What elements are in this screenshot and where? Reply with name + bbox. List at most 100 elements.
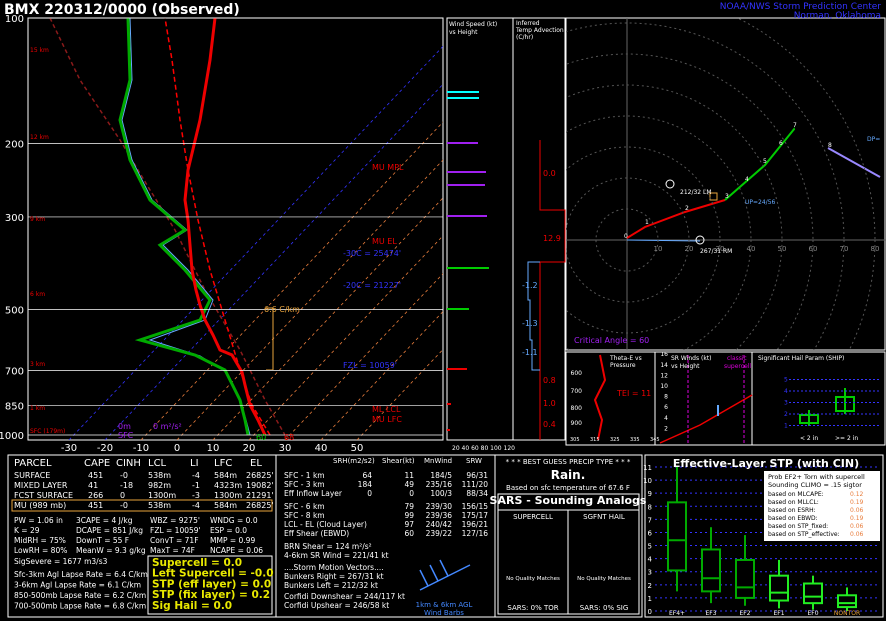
label: SARS: 0% SIG [580,604,629,612]
label: 0 [367,489,372,498]
label: >= 2 in [835,435,858,442]
pressure-label: 1000 [0,431,24,442]
hodo-height: 4 [745,176,749,183]
label: 64 [362,471,372,480]
isotherm [356,348,443,440]
box [667,501,687,572]
pressure-label: 850 [5,402,24,413]
label: * * * BEST GUESS PRECIP TYPE * * * [506,458,631,466]
label: vs Height [449,29,478,36]
label: 239/36 [426,511,453,520]
label: 850-500mb Lapse Rate = 6.2 C/km [14,591,146,600]
label: 1300m [214,491,242,500]
pressure-label: 200 [5,140,24,151]
label: 235/16 [426,480,453,489]
title: BMX 220312/0000 (Observed) [4,2,240,18]
height-label: 1 km [30,405,45,412]
pressure-label: 500 [5,305,24,316]
temp-label: -10 [133,443,149,454]
label: 239/30 [426,502,453,511]
isotherm [140,121,443,440]
pressure-label: 300 [5,213,24,224]
label: UP=24/56 [745,199,776,206]
label: based on MLCAPE: [768,491,824,498]
hodo-ring [566,146,721,334]
label: 7 [648,516,652,524]
label: 0.06 [850,523,864,530]
label: 600 [571,370,583,377]
ring-label: 10 [654,245,663,253]
label: MMP = 0.99 [210,536,255,545]
org: NOAA/NWS Storm Prediction Center [720,2,882,12]
label: SGFNT HAIL [583,513,625,521]
isotherm [284,273,443,440]
label: 4 [664,415,668,422]
label: ConvT = 71F [150,536,199,545]
label: Eff Inflow Layer [284,489,343,498]
label: 4-6km SR Wind = 221/41 kt [284,551,389,560]
label: LCL [148,458,167,469]
label: 21291' [246,491,274,500]
advection-value: -1.1 [522,348,538,357]
label: Shear(kt) [382,457,415,465]
label: LI [190,458,199,469]
label: 315 [590,437,600,443]
box [769,574,789,602]
label: EF1 [773,610,784,617]
hodo-ring [566,84,783,350]
label: Theta-E vs [609,355,642,362]
temp-label: 30 [279,443,292,454]
box [837,594,857,609]
label: 6 [648,529,653,537]
isotherm [212,197,443,440]
label: EF3 [705,610,716,617]
ring-label: 60 [809,245,818,253]
label: SARS: 0% TOR [507,604,558,612]
label: based on ESRH: [768,507,816,514]
label: Wind Barbs [424,609,464,617]
label: DP= [867,136,880,143]
ring-label: 70 [840,245,849,253]
label: DCAPE = 851 J/kg [76,526,143,535]
label: 345 [650,437,660,443]
hodo-height: 7 [793,122,797,129]
wind-profile [447,91,566,440]
label: 100/3 [430,489,452,498]
label: 700-500mb Lapse Rate = 6.8 C/km [14,602,146,611]
small-panel-drawings [593,354,855,445]
label: 4323m [214,481,242,490]
hodo-ring [566,177,690,303]
annotation: 0m [118,422,131,431]
label: Wind Speed (kt) [449,21,497,28]
ring-label: 30 [716,245,725,253]
label: 12 [660,372,668,379]
label: -1 [192,481,200,490]
label: Significant Hail Param (SHIP) [758,355,844,362]
label: SigSevere = 1677 m3/s3 [14,557,108,566]
hodo-height: 6 [779,140,783,147]
advection-value: -1.2 [522,281,538,290]
label: Pressure [610,362,636,369]
annotation: 0 m²/s² [153,422,182,431]
label: PW = 1.06 in [14,516,63,525]
label: LowRH = 80% [14,546,67,555]
label: 2 [784,411,788,418]
label: SFC - 3 km [284,480,325,489]
label: 0 [120,491,125,500]
label: Bunkers Left = 212/32 kt [284,581,378,590]
label: 305 [570,437,580,443]
isotherm [68,45,443,440]
label: Supercell = 0.0 [152,557,242,569]
box [803,582,823,605]
label: 10 [660,383,668,390]
label: -4 [192,471,200,480]
label: FCST SURFACE [14,491,73,500]
label: 8 [664,394,668,401]
label: 0.06 [850,531,864,538]
box [701,548,721,593]
label: ....Storm Motion Vectors.... [284,563,384,572]
label: 10 [643,477,652,485]
label: 14 [660,362,668,369]
label: WBZ = 9275' [150,516,200,525]
label: MnWind [424,457,452,465]
